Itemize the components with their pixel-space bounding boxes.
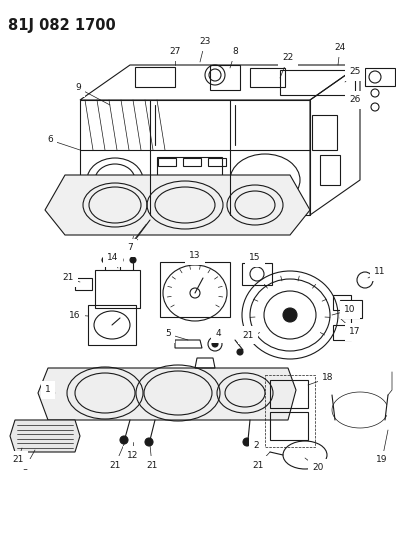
Bar	[270, 412, 308, 440]
Circle shape	[130, 257, 136, 263]
Text: 18: 18	[322, 374, 334, 383]
Bar	[333, 295, 351, 310]
Text: 21: 21	[109, 461, 121, 470]
Bar	[95, 270, 140, 308]
Bar	[160, 262, 230, 317]
Text: 14: 14	[107, 254, 119, 262]
Text: 12: 12	[127, 450, 139, 459]
Text: 21: 21	[252, 461, 264, 470]
Bar	[158, 158, 176, 166]
Circle shape	[243, 438, 251, 446]
Bar	[157, 157, 222, 207]
Text: 81J 082 1700: 81J 082 1700	[8, 18, 116, 33]
Circle shape	[102, 257, 108, 263]
Bar	[365, 68, 395, 86]
Text: 22: 22	[282, 53, 293, 62]
Text: 17: 17	[349, 327, 361, 336]
Bar	[320, 155, 340, 185]
Text: 21: 21	[242, 330, 254, 340]
Text: 1: 1	[45, 385, 51, 394]
Bar	[183, 158, 201, 166]
Bar	[88, 305, 136, 345]
Polygon shape	[45, 175, 310, 235]
Text: 16: 16	[69, 311, 81, 319]
Text: 2: 2	[253, 440, 259, 449]
Text: 25: 25	[349, 68, 361, 77]
Polygon shape	[10, 420, 80, 452]
Bar	[242, 263, 272, 285]
Text: 26: 26	[349, 95, 361, 104]
Circle shape	[145, 438, 153, 446]
Text: 21: 21	[12, 456, 24, 464]
Bar	[208, 158, 226, 166]
Bar	[270, 380, 308, 408]
Circle shape	[237, 349, 243, 355]
Text: 10: 10	[344, 305, 356, 314]
Bar	[265, 375, 315, 447]
Text: 7: 7	[127, 244, 133, 253]
Text: 3: 3	[22, 464, 28, 472]
Bar	[333, 325, 351, 340]
Text: 19: 19	[376, 456, 388, 464]
Bar	[312, 115, 337, 150]
Circle shape	[212, 341, 218, 347]
Text: 13: 13	[189, 252, 201, 261]
Circle shape	[117, 257, 123, 263]
Text: 8: 8	[232, 47, 238, 56]
Text: 23: 23	[199, 37, 211, 46]
Text: 11: 11	[374, 268, 386, 277]
Circle shape	[283, 308, 297, 322]
Text: 24: 24	[334, 44, 346, 52]
Text: 21: 21	[146, 461, 158, 470]
Text: 15: 15	[249, 254, 261, 262]
Text: 21: 21	[62, 273, 74, 282]
Text: 5: 5	[165, 329, 171, 338]
Polygon shape	[38, 368, 296, 420]
Text: 20: 20	[312, 464, 324, 472]
Text: 9: 9	[75, 84, 81, 93]
Circle shape	[120, 436, 128, 444]
Text: 4: 4	[215, 329, 221, 338]
Text: 27: 27	[169, 47, 181, 56]
Bar	[340, 300, 362, 318]
Text: 6: 6	[47, 135, 53, 144]
